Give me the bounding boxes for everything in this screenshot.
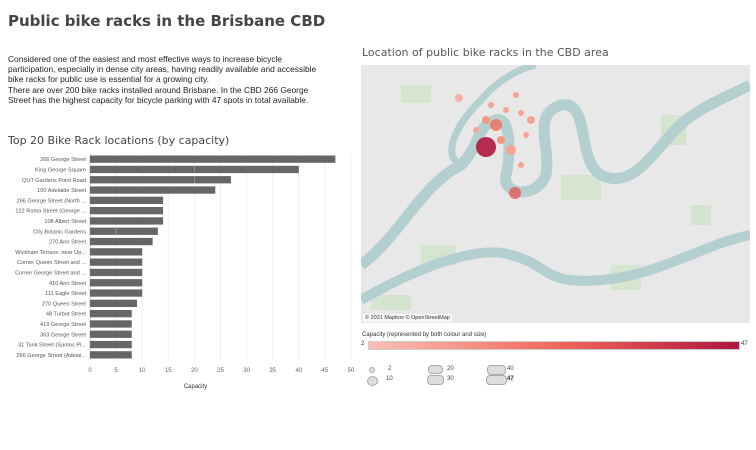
y-tick-label: 100 Adelaide Street [37,188,86,194]
x-tick-label: 25 [217,368,224,374]
x-tick-label: 10 [139,368,146,374]
legend-max: 47 [741,341,748,347]
bar[interactable] [90,217,164,225]
legend-min: 2 [361,341,365,347]
map-attribution[interactable]: © 2021 Mapbox © OpenStreetMap [363,314,452,322]
bar[interactable] [90,258,143,266]
y-tick-label: 266 George Street [40,157,86,163]
x-axis-label: Capacity [184,384,207,390]
legend-title: Capacity (represented by both colour and… [362,332,487,338]
y-tick-label: 266 George Street (Adelai... [16,353,86,359]
bar[interactable] [90,279,143,287]
y-tick-label: City Botanic Gardens [33,229,86,235]
bar[interactable] [90,248,143,256]
size-legend-47-mark [486,375,507,385]
x-tick-label: 20 [191,368,198,374]
size-legend-40-mark [487,365,506,375]
y-tick-label: 266 George Street (North ... [17,198,87,204]
map-title: Location of public bike racks in the CBD… [362,46,609,59]
size-legend-label: 20 [447,366,454,372]
y-tick-label: Corner Queen Street and ... [17,260,86,266]
bar[interactable] [90,227,158,235]
bar[interactable] [90,299,137,307]
bar[interactable] [90,155,336,163]
size-legend-20-mark [428,365,443,374]
x-tick-label: 30 [243,368,250,374]
y-tick-label: King George Square [35,167,86,173]
bar[interactable] [90,351,132,359]
y-tick-label: 48 Turbot Street [46,312,87,318]
bar[interactable] [90,289,143,297]
y-tick-label: 111 Eagle Street [45,291,86,297]
x-tick-label: 15 [165,368,172,374]
size-legend-label: 40 [507,366,514,372]
y-tick-label: 270 Queen Street [42,301,87,307]
y-tick-label: 122 Roma Street (George ... [15,209,86,215]
bike-rack-markers [455,92,535,199]
y-tick-label: 363 George Street [40,332,86,338]
size-legend-30-mark [427,375,444,385]
intro-paragraph-2: There are over 200 bike racks installed … [8,85,309,105]
bar[interactable] [90,320,132,328]
bar[interactable] [90,186,216,194]
bar[interactable] [90,237,153,246]
x-tick-label: 35 [269,368,276,374]
bar-chart: 0 5 10 15 20 25 30 35 40 45 50 266 George Street Kin… [15,154,355,390]
bar[interactable] [90,207,164,215]
y-tick-label: Wickham Terrace, near Up... [15,250,86,256]
y-tick-label: 108 Albert Street [44,219,86,225]
dashboard-title: Public bike racks in the Brisbane CBD [8,12,326,30]
bar[interactable] [90,176,231,184]
size-legend-2-mark [369,367,375,373]
bar[interactable] [90,340,132,349]
x-tick-label: 5 [114,368,118,374]
x-tick-label: 50 [348,368,355,374]
y-tick-label: 31 Tank Street (Santos Pl... [18,343,86,349]
size-legend-label: 2 [388,366,392,372]
y-tick-label: Corner George Street and ... [15,270,86,276]
chart-title: Top 20 Bike Rack locations (by capacity) [8,134,230,147]
size-legend-label: 47 [507,376,514,382]
bar[interactable] [90,310,132,318]
x-tick-label: 40 [295,368,302,374]
y-tick-label: QUT Gardens Point Road [22,178,86,184]
bar[interactable] [90,196,164,204]
size-legend-10-mark [367,376,378,386]
bar[interactable] [90,330,132,338]
intro-paragraph: Considered one of the easiest and most e… [8,54,317,84]
y-tick-label: 410 Ann Street [49,281,86,287]
size-legend-label: 10 [386,376,393,382]
color-legend-gradient [368,341,740,350]
x-tick-label: 45 [322,368,329,374]
bar[interactable] [90,268,143,277]
bike-rack-map[interactable] [357,61,753,323]
y-tick-label: 419 George Street [40,322,86,328]
map-canvas[interactable] [357,61,753,323]
size-legend-label: 30 [447,376,454,382]
x-tick-label: 0 [88,368,92,374]
y-tick-label: 270 Ann Street [49,240,86,246]
